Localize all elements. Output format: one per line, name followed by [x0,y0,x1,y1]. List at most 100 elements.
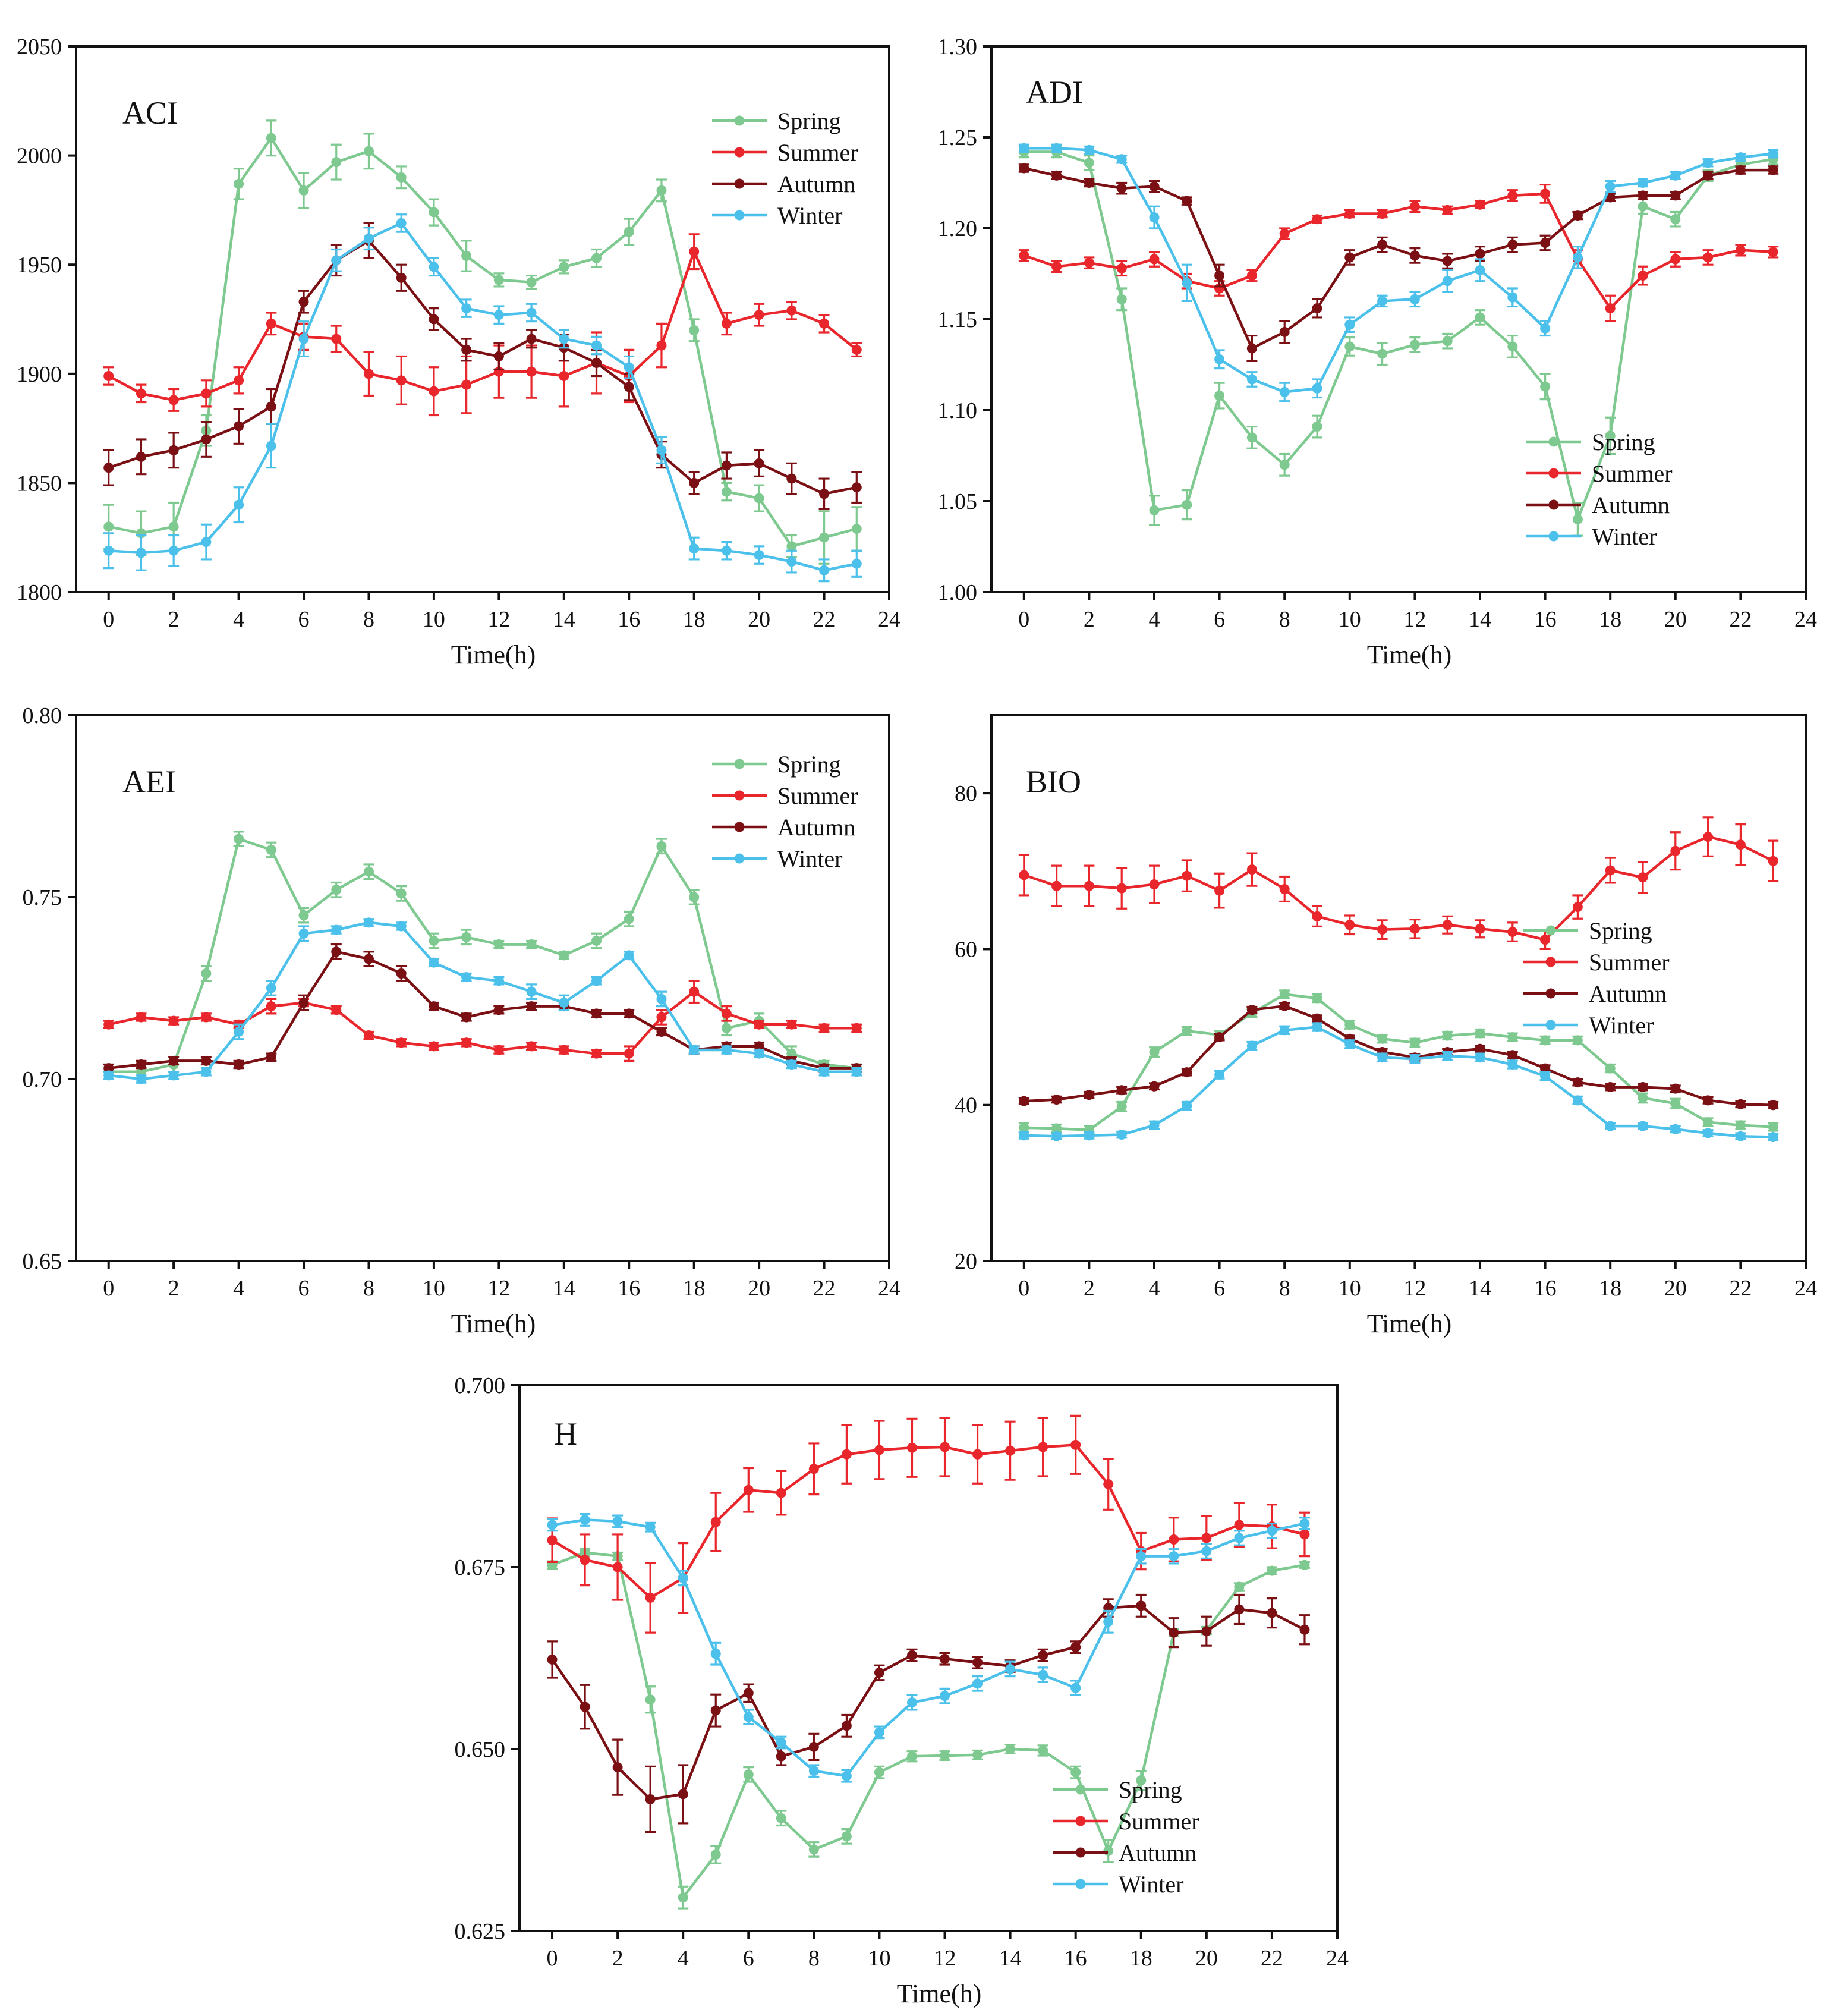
data-point [1507,927,1518,938]
data-point [363,369,374,379]
data-point [396,272,407,283]
data-point [1507,190,1518,201]
data-point [591,1048,602,1059]
data-point [461,1037,472,1048]
x-tick-label: 14 [1469,1276,1491,1301]
x-tick-label: 6 [298,607,310,632]
data-point [168,1070,179,1081]
data-point [1116,294,1127,304]
data-point [1019,143,1029,153]
data-point [1507,1050,1518,1061]
legend-swatch-marker [734,790,745,801]
data-point [396,1037,407,1048]
data-point [1070,1642,1081,1653]
data-point [841,1721,852,1731]
series-line [108,238,857,496]
data-point [298,297,309,307]
x-tick-label: 22 [1261,1946,1283,1971]
series-line [108,248,858,402]
data-point [1735,1120,1746,1131]
legend-item: Summer [1523,949,1670,976]
data-point [624,227,634,237]
data-point [201,388,212,399]
legend-swatch-marker [1545,925,1556,936]
data-point [1735,152,1746,163]
data-point [972,1678,983,1689]
data-point [940,1653,950,1664]
data-point [103,545,114,556]
data-point [1735,1099,1746,1109]
data-point [645,1794,656,1804]
data-point [136,1059,146,1070]
data-point [1136,1600,1147,1611]
x-tick-label: 6 [743,1946,754,1971]
data-point [1116,1130,1127,1140]
data-point [1246,1040,1257,1051]
legend-label: Winter [1589,1012,1654,1039]
x-tick-label: 18 [1599,1276,1621,1301]
x-tick-label: 12 [1403,1276,1426,1301]
data-point [493,1045,504,1055]
x-tick-label: 6 [298,1276,310,1301]
data-point [1201,1546,1212,1556]
data-point [1182,196,1192,206]
y-tick-label: 0.70 [23,1067,62,1092]
data-point [1344,209,1355,219]
data-point [1084,1130,1094,1141]
series-line [1024,993,1774,1131]
series-spring [1018,989,1779,1136]
data-point [808,1464,819,1474]
data-point [1572,252,1583,263]
data-point [1182,1100,1192,1111]
series-line [108,950,857,1070]
data-point [461,932,472,942]
data-point [624,382,634,392]
data-point [559,370,569,381]
data-point [1246,374,1257,385]
data-point [1344,920,1355,930]
data-point [547,1520,558,1530]
data-point [1267,1608,1277,1618]
data-point [721,486,732,497]
data-point [776,1751,786,1762]
legend-swatch-marker [734,178,745,189]
legend-label: Autumn [777,171,855,197]
data-point [1116,883,1127,894]
data-point [1377,348,1388,359]
data-point [689,543,700,554]
x-tick-label: 10 [1339,1276,1361,1301]
data-point [1279,1001,1290,1011]
y-tick-label: 1.10 [938,398,978,423]
data-point [1442,1030,1453,1041]
data-point [612,1762,623,1773]
legend-label: Autumn [1592,492,1670,518]
data-point [1540,323,1551,334]
data-point [396,218,407,228]
data-point [1103,1845,1114,1856]
data-point [1051,1095,1062,1105]
data-point [136,1012,146,1023]
data-point [1572,1035,1583,1046]
data-point [1051,143,1062,153]
data-point [940,1442,950,1452]
data-point [1019,163,1029,174]
data-point [689,477,700,488]
x-tick-label: 22 [1729,1276,1752,1301]
x-tick-label: 24 [1794,607,1817,632]
data-point [1540,935,1551,945]
x-tick-label: 10 [1339,607,1361,632]
series-line [1024,166,1774,351]
series-winter [547,1513,1310,1783]
legend-item: Winter [712,845,842,872]
x-tick-label: 2 [1084,1276,1095,1301]
data-point [266,1052,276,1062]
data-point [234,834,244,844]
data-point [493,275,504,285]
data-point [1572,902,1583,913]
series-winter [103,213,862,583]
data-point [786,1059,797,1070]
data-point [1638,1093,1648,1103]
data-point [580,1555,590,1565]
data-point [266,844,276,855]
